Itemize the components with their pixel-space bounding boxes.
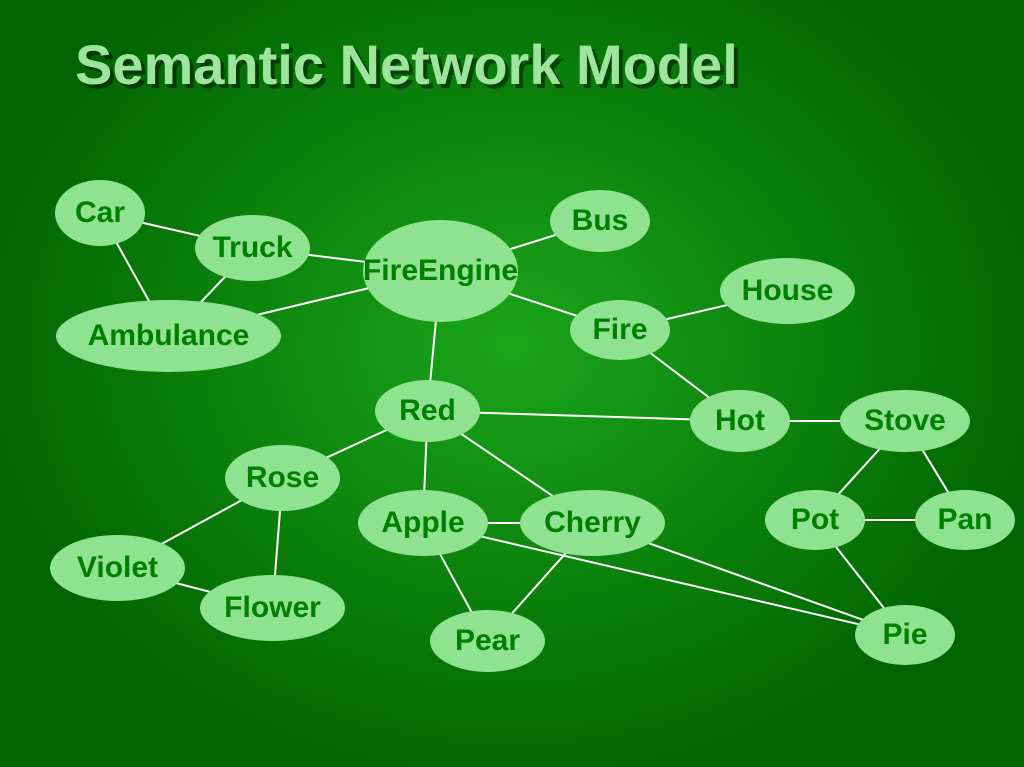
node-flower: Flower bbox=[200, 575, 345, 641]
network-nodes-layer: Car Truck Bus FireEngine Ambulance Fire House R… bbox=[0, 0, 1024, 767]
node-truck: Truck bbox=[195, 215, 310, 281]
node-rose: Rose bbox=[225, 445, 340, 511]
node-car: Car bbox=[55, 180, 145, 246]
node-fireengine: FireEngine bbox=[363, 220, 518, 322]
node-house: House bbox=[720, 258, 855, 324]
node-ambulance: Ambulance bbox=[56, 300, 281, 372]
node-pot: Pot bbox=[765, 490, 865, 550]
node-pan: Pan bbox=[915, 490, 1015, 550]
node-cherry: Cherry bbox=[520, 490, 665, 556]
node-violet: Violet bbox=[50, 535, 185, 601]
node-pie: Pie bbox=[855, 605, 955, 665]
node-hot: Hot bbox=[690, 390, 790, 452]
node-bus: Bus bbox=[550, 190, 650, 252]
node-stove: Stove bbox=[840, 390, 970, 452]
node-fire: Fire bbox=[570, 300, 670, 360]
node-red: Red bbox=[375, 380, 480, 442]
node-apple: Apple bbox=[358, 490, 488, 556]
node-pear: Pear bbox=[430, 610, 545, 672]
